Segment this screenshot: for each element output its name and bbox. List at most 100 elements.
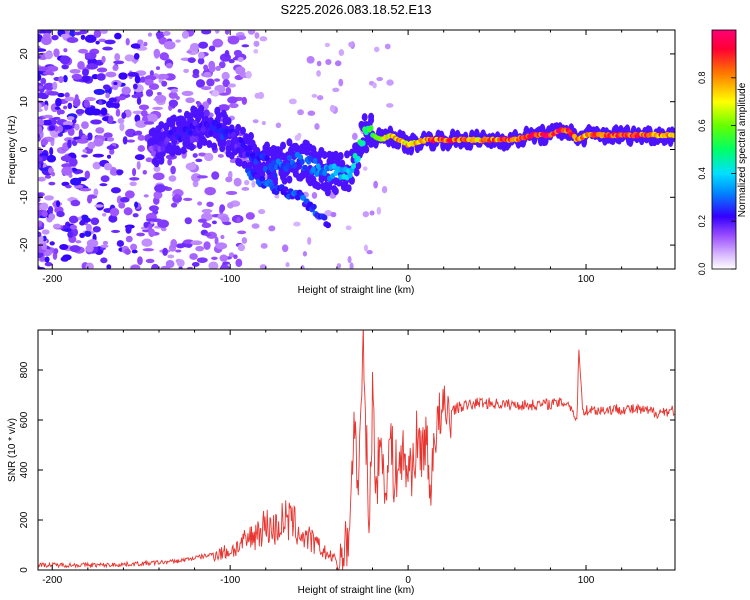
heatmap-cell [286,154,292,161]
heatmap-cell [65,184,72,189]
heatmap-cell [214,236,219,245]
heatmap-cell [100,107,108,116]
heatmap-cell [145,89,154,97]
heatmap-cell [203,64,209,71]
heatmap-cell [345,184,352,193]
heatmap-cell [121,112,127,119]
heatmap-cell [46,91,59,96]
heatmap-cell [206,78,215,87]
heatmap-cell [297,109,304,116]
heatmap-cell [82,149,88,153]
heatmap-cell [154,184,167,193]
bottom-line-plot: -200 -100 0 100 0 200 400 600 800 Height of str… [7,329,676,596]
heatmap-cell [136,232,145,237]
heatmap-cell [84,34,97,43]
heatmap-cell [208,45,216,52]
heatmap-cell [146,113,158,123]
heatmap-cell [310,203,317,210]
heatmap-cell [79,220,86,226]
heatmap-cell [51,171,56,177]
heatmap-cell [163,40,176,50]
heatmap-cell [61,163,73,168]
heatmap-cell [316,70,321,77]
top-x-tick-label: 100 [578,274,595,285]
heatmap-cell [38,102,42,110]
heatmap-cell [298,154,304,161]
heatmap-cell [198,41,209,49]
heatmap-cell [75,108,85,115]
heatmap-cell [227,202,234,209]
heatmap-cell [227,35,240,45]
heatmap-cell [238,137,244,144]
heatmap-cell [251,223,260,229]
heatmap-cell [363,244,369,252]
heatmap-cell [269,166,275,173]
bottom-y-tick-label: 400 [19,461,30,478]
heatmap-cell [66,116,75,121]
heatmap-cell [60,33,71,39]
heatmap-cell [93,188,99,197]
heatmap-cell [288,98,297,105]
heatmap-cell [192,68,200,76]
heatmap-cell [125,128,137,138]
heatmap-cell [95,40,100,45]
bottom-x-axis: -200 -100 0 100 [42,330,658,586]
heatmap-cell [245,70,252,79]
top-x-tick-label: -100 [220,274,240,285]
heatmap-cell [158,36,168,45]
heatmap-cell [142,248,155,252]
heatmap-cell [90,217,100,226]
heatmap-cell [178,266,183,269]
heatmap-cell [157,219,169,228]
heatmap-cell [318,175,325,184]
heatmap-cell [92,153,105,158]
heatmap-cell [173,193,180,199]
heatmap-cell [38,156,43,162]
heatmap-cell [386,103,394,108]
heatmap-cell [353,168,360,177]
heatmap-cell [107,154,112,159]
heatmap-cell [204,233,212,237]
heatmap-cell [167,254,175,259]
heatmap-cell [100,257,108,264]
heatmap-cell [336,263,342,269]
heatmap-cell [39,89,45,93]
heatmap-cell [47,206,54,214]
heatmap-cell [59,55,71,65]
heatmap-cell [116,195,123,204]
heatmap-cell [62,120,73,126]
heatmap-cell [156,92,162,96]
heatmap-cell [78,48,89,54]
heatmap-cell [225,87,232,95]
heatmap-cell [102,46,113,51]
heatmap-cell [102,84,111,90]
heatmap-cell [316,60,322,67]
heatmap-cell [132,213,139,218]
heatmap-cell [38,118,45,128]
heatmap-cell [195,158,203,163]
heatmap-cell [280,141,287,150]
heatmap-cell [220,138,227,147]
heatmap-cell [72,97,81,107]
top-x-axis: -200 -100 0 100 [42,30,658,285]
heatmap-cell [139,76,146,83]
heatmap-cell [374,46,380,53]
heatmap-cell [236,158,243,167]
heatmap-cell [38,176,46,182]
heatmap-cell [160,226,167,232]
heatmap-cell [57,125,64,133]
heatmap-cell [69,68,81,74]
heatmap-cell [345,225,352,231]
heatmap-cell [201,222,212,229]
heatmap-cell [314,170,320,177]
heatmap-cell [85,262,94,269]
heatmap-cell [170,88,179,93]
heatmap-cell [90,119,102,125]
heatmap-cell [46,154,57,163]
heatmap-cell [181,135,187,142]
heatmap-cell [348,176,355,185]
heatmap-cell [152,106,164,110]
heatmap-cell [125,225,132,234]
heatmap-cell [245,212,255,220]
heatmap-cell [38,249,46,253]
